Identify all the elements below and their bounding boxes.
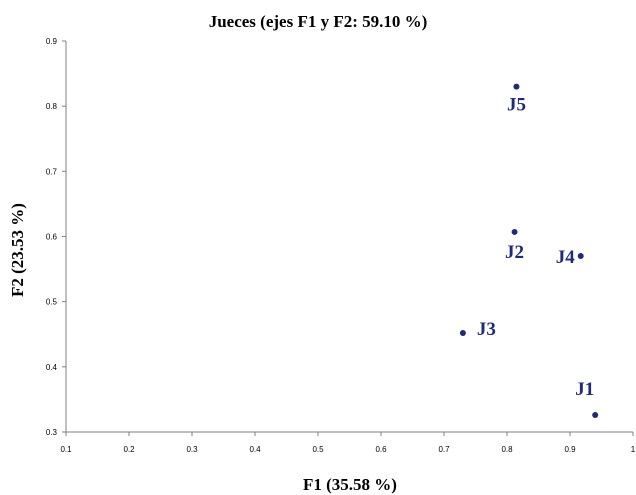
y-axis-label: F2 (23.53 %) — [8, 203, 27, 297]
x-tick-label: 0.2 — [123, 445, 135, 454]
data-point-j5 — [513, 83, 520, 90]
y-tick-label: 0.5 — [46, 298, 58, 307]
x-axis-label: F1 (35.58 %) — [303, 475, 397, 494]
data-point-label: J5 — [507, 95, 526, 116]
plot-area: 0.1 0.2 0.3 0.4 0.5 0.6 0.7 0.8 0.9 1 0.30.40.50.… — [46, 37, 636, 454]
x-tick-label: 0.3 — [186, 445, 198, 454]
x-tick-label: 1 — [631, 445, 636, 454]
x-tick-label: 0.5 — [312, 445, 324, 454]
y-tick-label: 0.9 — [46, 37, 58, 46]
x-axis-ticks: 0.1 0.2 0.3 0.4 0.5 0.6 0.7 0.8 0.9 1 — [60, 432, 636, 454]
y-axis-ticks: 0.3 0.4 0.5 0.6 0.7 0.8 0.9 — [46, 37, 66, 437]
data-point-label: J4 — [556, 247, 576, 268]
x-tick-label: 0.8 — [501, 445, 513, 454]
data-point-j2 — [511, 228, 518, 235]
data-points: J1 J2 J3 J4 J5 — [459, 83, 599, 419]
chart-title: Jueces (ejes F1 y F2: 59.10 %) — [209, 12, 428, 31]
y-tick-label: 0.8 — [46, 102, 58, 111]
data-point-label: J3 — [477, 319, 496, 340]
x-tick-label: 0.7 — [438, 445, 450, 454]
data-point-label: J1 — [575, 379, 594, 400]
y-tick-label: 0.7 — [46, 167, 58, 176]
y-tick-label: 0.4 — [46, 363, 58, 372]
x-tick-label: 0.1 — [60, 445, 72, 454]
y-tick-label: 0.3 — [46, 428, 58, 437]
data-point-j1 — [592, 412, 599, 419]
x-tick-label: 0.9 — [564, 445, 576, 454]
data-point-label: J2 — [505, 242, 524, 263]
x-tick-label: 0.6 — [375, 445, 387, 454]
x-tick-label: 0.4 — [249, 445, 261, 454]
data-point-j3 — [459, 329, 466, 336]
data-point-j4 — [577, 253, 584, 260]
y-tick-label: 0.6 — [46, 233, 58, 242]
